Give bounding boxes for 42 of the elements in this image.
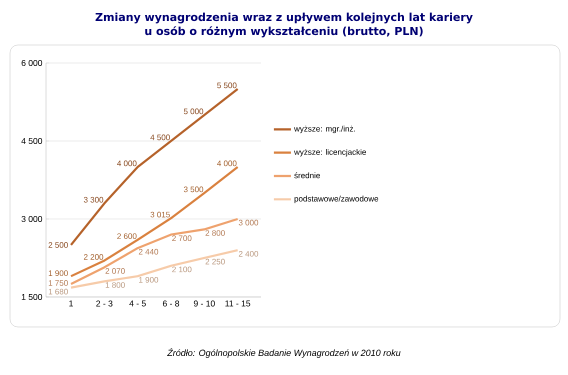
data-label: 1 800 <box>106 282 125 288</box>
data-label: 1 900 <box>48 270 68 276</box>
y-tick-label: 6 000 <box>22 60 42 66</box>
data-label: 3 000 <box>238 220 258 226</box>
data-label: 2 700 <box>172 235 192 242</box>
data-label: 3 015 <box>150 212 170 218</box>
x-tick-label: 9 - 10 <box>194 300 215 307</box>
x-tick-label: 2 - 3 <box>96 300 112 307</box>
x-tick-label: 4 - 5 <box>129 300 146 306</box>
legend-label: średnie <box>294 172 320 178</box>
data-label: 5 500 <box>217 82 237 88</box>
data-label: 4 500 <box>150 134 170 140</box>
data-label: 1 680 <box>48 288 68 294</box>
data-label: 2 600 <box>117 233 137 239</box>
legend-label: podstawowe/zawodowe <box>294 196 378 204</box>
line-series <box>70 249 239 289</box>
line-series <box>70 166 239 278</box>
data-label: 2 500 <box>48 242 68 248</box>
data-label: 2 200 <box>84 254 104 260</box>
data-label: 1 750 <box>48 280 68 286</box>
data-label: 4 000 <box>117 160 137 166</box>
data-label: 2 400 <box>238 250 258 257</box>
data-label: 4 000 <box>217 160 237 166</box>
data-label: 2 800 <box>206 230 225 236</box>
data-label: 2 250 <box>206 258 225 264</box>
data-label: 5 000 <box>184 108 204 114</box>
y-tick-label: 3 000 <box>22 216 42 222</box>
y-tick-label: 4 500 <box>21 138 42 144</box>
legend-label: wyższe: mgr./inż. <box>294 126 355 134</box>
data-label: 2 100 <box>172 266 192 272</box>
data-label: 2 440 <box>138 248 158 255</box>
data-label: 2 070 <box>106 268 125 274</box>
x-tick-label: 11 - 15 <box>225 300 250 306</box>
text: Zmiany wynagrodzenia wraz z upływem kolejnych lat kariery u osób o różnym wykształceniu (brutto, PLN) <box>96 12 473 38</box>
x-tick-label: 1 <box>69 300 73 306</box>
data-label: 3 500 <box>184 186 204 192</box>
data-label: 1 900 <box>139 276 158 283</box>
y-tick-label: 1 500 <box>22 294 42 300</box>
data-label: 3 300 <box>84 196 104 203</box>
text: Źródło: Ogólnopolskie Badanie Wynagrodzeń w 2010 roku <box>167 348 401 358</box>
legend-label: wyższe: licencjackie <box>294 148 366 156</box>
x-tick-label: 6 - 8 <box>162 300 180 307</box>
